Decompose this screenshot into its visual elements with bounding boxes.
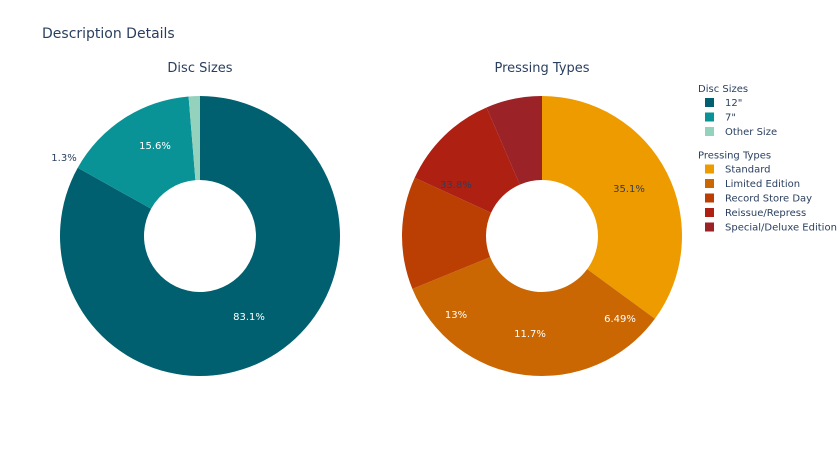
slice-label-standard: 35.1% (613, 184, 645, 195)
legend-group-title-pressing-types: Pressing Types (698, 151, 771, 162)
legend-label-12[interactable]: 12" (725, 98, 742, 109)
slice-label-limited-edition: 33.8% (440, 180, 472, 191)
legend-swatch-standard[interactable] (705, 164, 714, 174)
slice-record-store-day[interactable] (402, 177, 492, 289)
legend: Disc Sizes 12" 7" Other Size Pressing Types S… (698, 84, 837, 234)
legend-label-special-deluxe-edition[interactable]: Special/Deluxe Edition (725, 223, 837, 234)
disc-sizes-donut: 83.1% 15.6% 1.3% (51, 96, 340, 377)
slice-standard[interactable] (542, 96, 682, 319)
legend-label-record-store-day[interactable]: Record Store Day (725, 194, 812, 205)
legend-label-limited-edition[interactable]: Limited Edition (725, 179, 800, 190)
legend-swatch-record-store-day[interactable] (705, 193, 714, 203)
legend-swatch-special-deluxe-edition[interactable] (705, 222, 714, 232)
legend-label-7[interactable]: 7" (725, 113, 736, 124)
slice-limited-edition[interactable] (412, 257, 655, 376)
pressing-types-title: Pressing Types (494, 61, 589, 76)
slice-label-other-size: 1.3% (51, 153, 76, 164)
legend-swatch-7[interactable] (705, 112, 714, 122)
slice-label-reissue-repress: 11.7% (514, 329, 546, 340)
legend-label-standard[interactable]: Standard (725, 165, 771, 176)
pressing-types-donut: 35.1% 33.8% 13% 11.7% 6.49% (402, 96, 682, 376)
slice-reissue-repress[interactable] (414, 107, 520, 213)
slice-12[interactable] (59, 96, 340, 377)
legend-swatch-12[interactable] (705, 98, 714, 107)
legend-label-other-size[interactable]: Other Size (725, 127, 777, 138)
disc-sizes-title: Disc Sizes (167, 61, 232, 76)
slice-7[interactable] (77, 96, 196, 209)
slice-label-record-store-day: 13% (445, 310, 467, 321)
legend-swatch-limited-edition[interactable] (705, 179, 714, 188)
chart-title: Description Details (42, 26, 175, 42)
legend-group-title-disc-sizes: Disc Sizes (698, 84, 748, 95)
slice-label-special-deluxe-edition: 6.49% (604, 314, 636, 325)
slice-label-12: 83.1% (233, 312, 265, 323)
slice-special-deluxe-edition[interactable] (486, 96, 542, 185)
legend-label-reissue-repress[interactable]: Reissue/Repress (725, 208, 806, 219)
slice-other-size[interactable] (188, 96, 200, 181)
legend-swatch-other-size[interactable] (705, 127, 714, 136)
slice-label-7: 15.6% (139, 141, 171, 152)
legend-swatch-reissue-repress[interactable] (705, 208, 714, 217)
